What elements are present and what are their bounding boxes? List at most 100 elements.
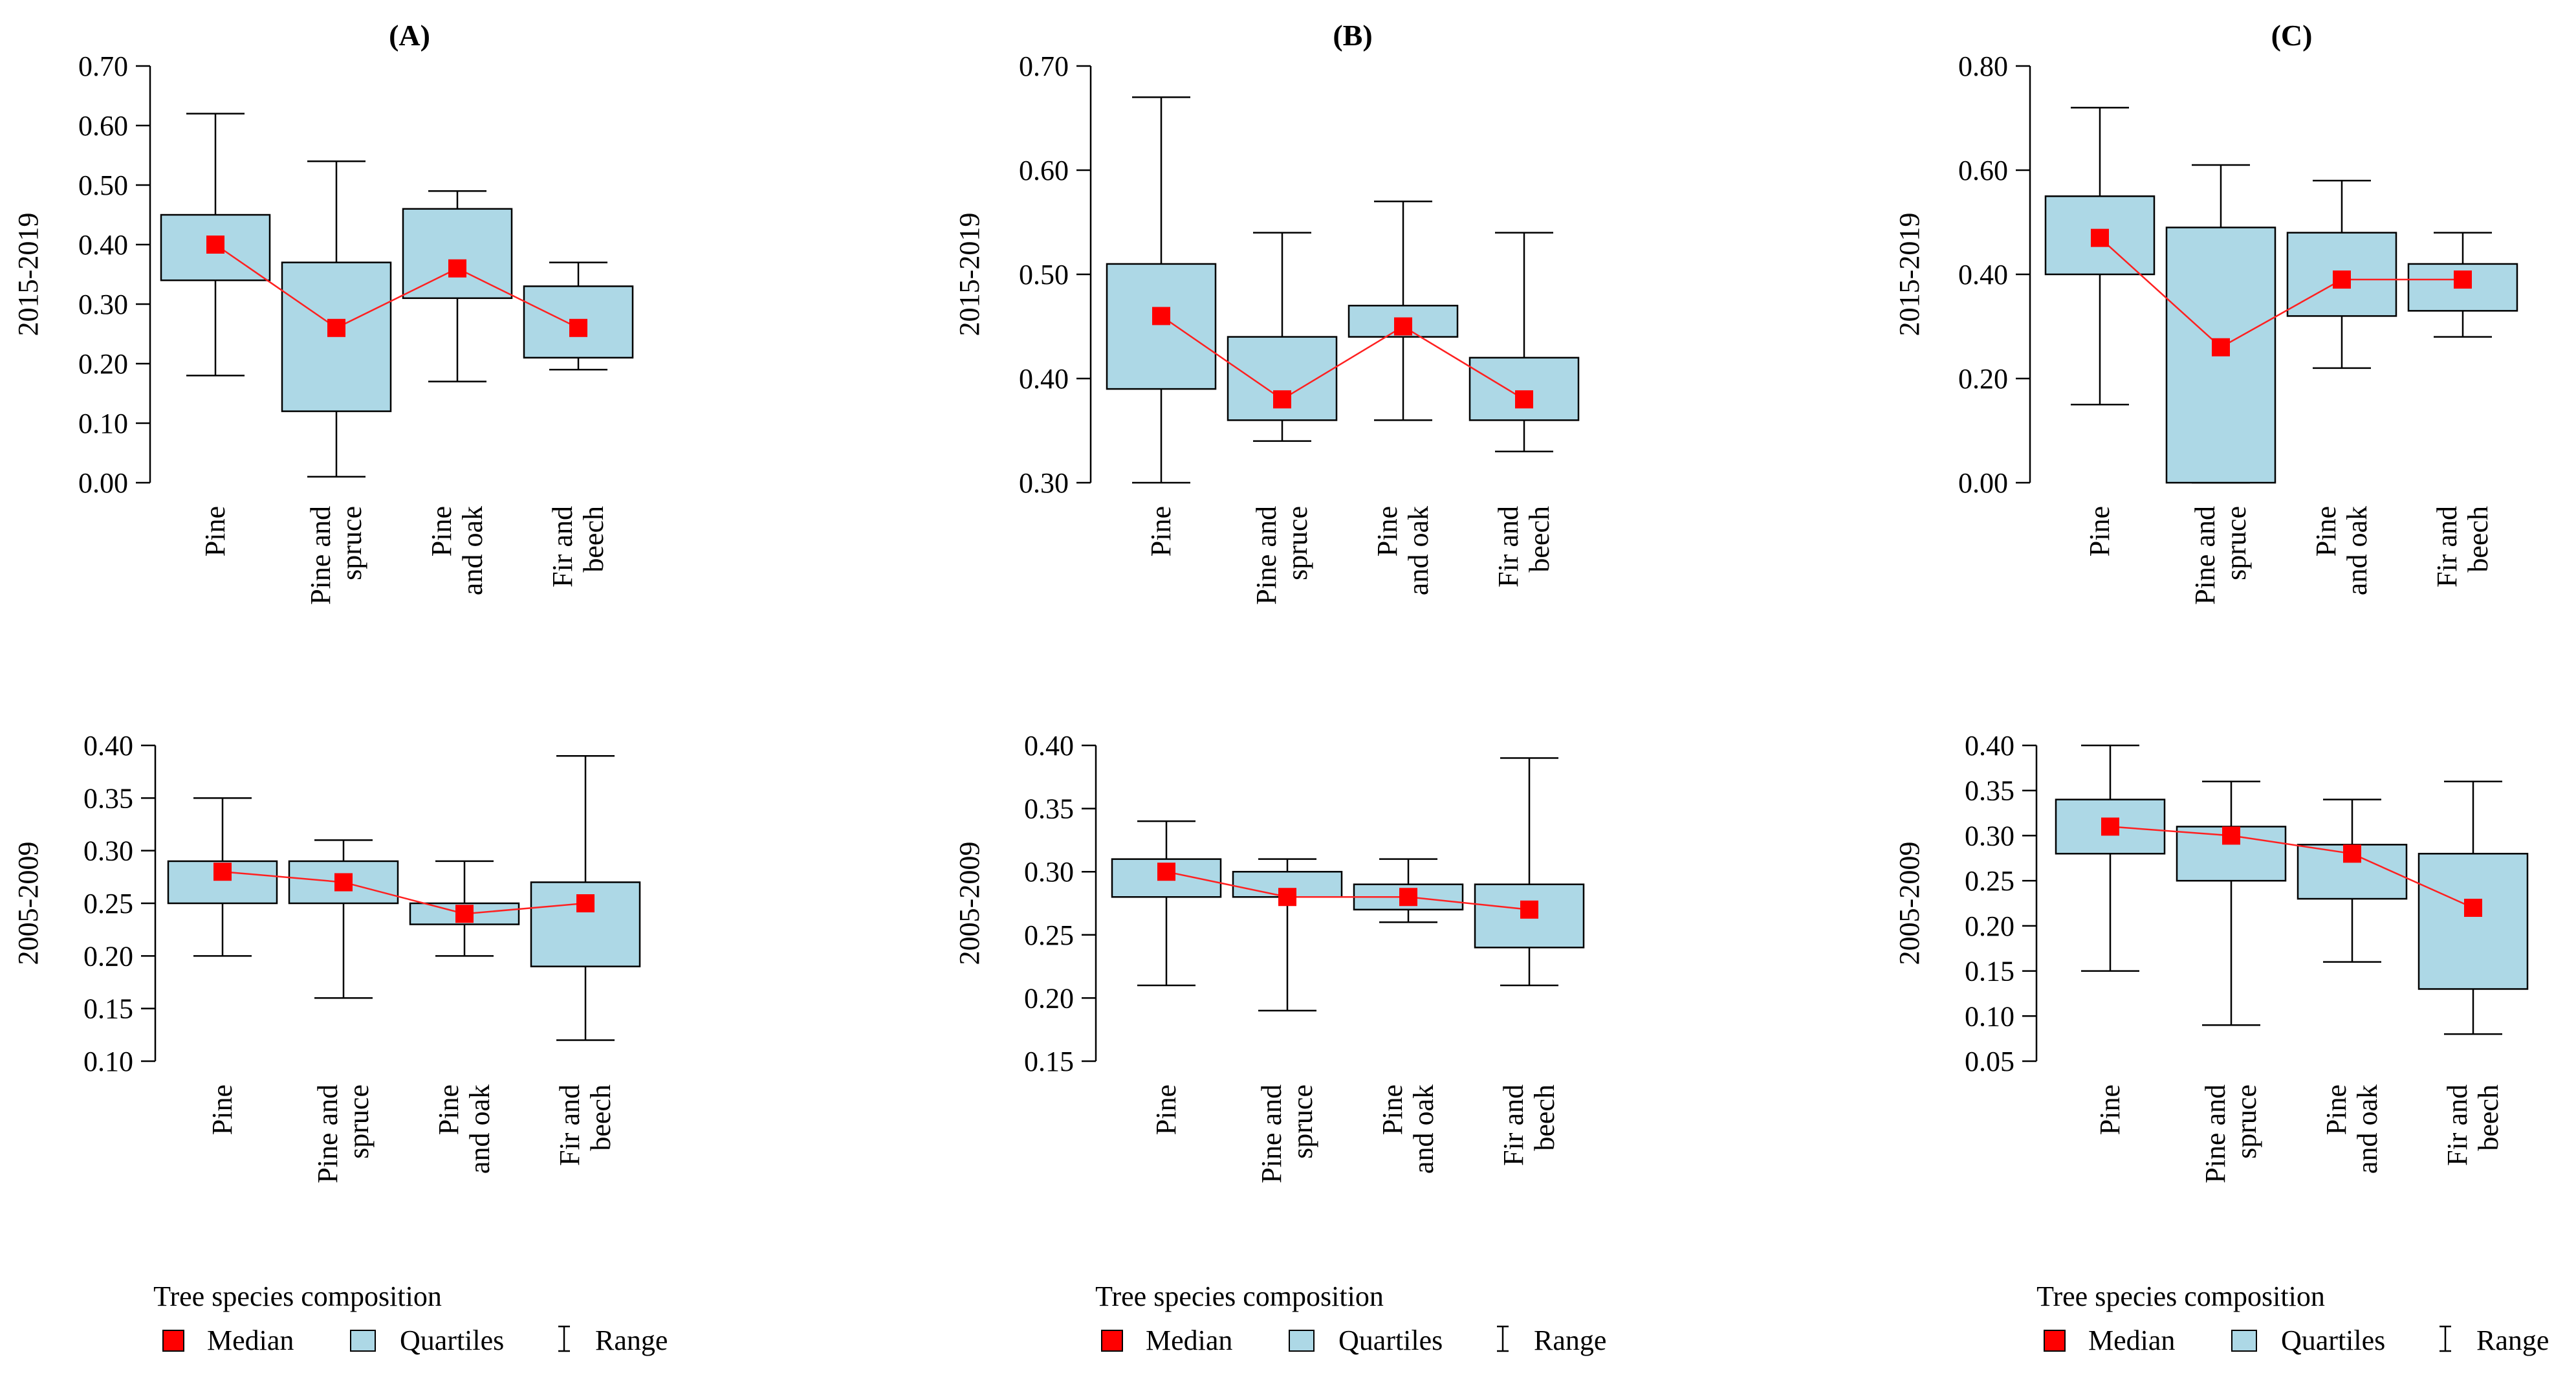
box-1: Pine (1111, 820, 1222, 1135)
category-label: Pine and (2199, 1084, 2231, 1183)
box-3: Pine and oak (2297, 798, 2408, 1174)
box-1: Pine (2044, 107, 2156, 556)
category-label: beech (2462, 506, 2494, 573)
x-axis-title: Tree species composition (153, 1281, 442, 1312)
category-label: Fir and (547, 506, 578, 588)
y-tick-label: 0.35 (1965, 775, 2014, 807)
median-marker (2101, 817, 2119, 836)
category-label: and oak (2341, 506, 2373, 595)
legend-quartiles-label: Quartiles (2281, 1325, 2385, 1356)
median-marker (2333, 270, 2351, 289)
median-marker (576, 894, 595, 912)
y-tick-label: 0.35 (1024, 793, 1074, 825)
category-label: Pine (1150, 1084, 1182, 1135)
y-tick-label: 0.40 (1958, 259, 2008, 291)
category-label: Pine and (305, 506, 336, 605)
median-marker (2454, 270, 2472, 289)
y-tick-label: 0.25 (83, 888, 133, 919)
legend-median-swatch (1101, 1330, 1123, 1352)
legend-median-swatch (2044, 1330, 2066, 1352)
median-marker (1152, 307, 1170, 325)
box-3: Pine and oak (402, 190, 513, 595)
category-label: Pine and (312, 1084, 344, 1183)
y-tick-label: 0.15 (1024, 1046, 1074, 1077)
median-line (2110, 826, 2474, 909)
median-marker (1157, 863, 1175, 881)
y-tick-label: 0.50 (78, 170, 128, 201)
y-tick-label: 0.15 (83, 993, 133, 1025)
y-tick-label: 0.60 (1019, 155, 1069, 186)
category-label: spruce (1282, 506, 1313, 580)
y-tick-label: 0.30 (1965, 820, 2014, 852)
y-tick-label: 0.80 (1958, 50, 2008, 82)
panel-title: (B) (1333, 19, 1372, 52)
box-2: Pine and spruce (1232, 858, 1343, 1183)
legend-median-swatch (162, 1330, 184, 1352)
legend-1: Tree species composition Median Quartiles R… (153, 1281, 668, 1356)
quartile-box (1106, 263, 1217, 390)
median-marker (448, 259, 466, 278)
median-line (2099, 237, 2463, 349)
box-1: Pine (2055, 744, 2166, 1135)
category-label: spruce (336, 506, 367, 580)
category-label: Fir and (554, 1084, 585, 1166)
median-marker (569, 318, 587, 337)
y-tick-label: 0.10 (1965, 1000, 2014, 1032)
y-tick-label: 0.40 (1965, 730, 2014, 762)
box-2: Pine and spruce (2165, 164, 2276, 605)
box-4: Fir and beech (1474, 757, 1585, 1166)
quartile-box (1468, 357, 1580, 421)
category-label: Pine (2084, 506, 2115, 556)
legend-3: Tree species composition Median Quartiles R… (2036, 1281, 2549, 1356)
median-marker (2343, 844, 2361, 863)
box-3: Pine and oak (1348, 201, 1459, 595)
category-label: Pine and (1256, 1084, 1287, 1183)
median-marker (1394, 317, 1412, 336)
y-tick-label: 0.10 (83, 1046, 133, 1077)
x-axis-title: Tree species composition (1095, 1281, 1384, 1312)
box-3: Pine and oak (1353, 858, 1464, 1174)
category-label: beech (585, 1084, 617, 1151)
y-axis-label: 2015-2019 (954, 213, 985, 336)
y-tick-label: 0.00 (1958, 467, 2008, 499)
y-tick-label: 0.30 (1024, 856, 1074, 888)
legend-2: Tree species composition Median Quartiles R… (1095, 1281, 1606, 1356)
panel-title: (A) (389, 19, 430, 52)
category-label: Pine and (2189, 506, 2221, 605)
y-tick-label: 0.05 (1965, 1046, 2014, 1077)
category-label: spruce (2231, 1084, 2262, 1159)
category-label: beech (2472, 1084, 2504, 1151)
category-label: beech (578, 506, 609, 573)
category-label: Pine (199, 506, 231, 556)
box-2: Pine and spruce (2176, 780, 2287, 1183)
category-label: Fir and (1498, 1084, 1529, 1166)
median-line (1166, 870, 1530, 911)
category-label: Pine (426, 506, 457, 556)
category-label: Pine (1371, 506, 1403, 556)
legend-quartiles-swatch (350, 1330, 376, 1352)
y-tick-label: 0.25 (1024, 919, 1074, 951)
chart-panel-6: 0.05 0.10 0.15 0.20 0.25 0.30 0.35 0.40 2005-200… (1894, 730, 2529, 1183)
category-label: Fir and (2441, 1084, 2473, 1166)
category-label: beech (1523, 506, 1555, 573)
median-marker (213, 863, 232, 881)
category-label: spruce (343, 1084, 375, 1159)
legends: Tree species composition Median Quartiles R… (153, 1281, 2549, 1356)
y-tick-label: 0.20 (1024, 982, 1074, 1014)
legend-quartiles-label: Quartiles (1338, 1325, 1443, 1356)
category-label: Pine (2310, 506, 2342, 556)
legend-median-label: Median (1146, 1325, 1232, 1356)
y-axis-label: 2005-2009 (1894, 842, 1925, 965)
category-label: and oak (2352, 1084, 2383, 1174)
median-line (1161, 315, 1525, 401)
y-tick-label: 0.25 (1965, 865, 2014, 897)
y-tick-label: 0.30 (83, 835, 133, 867)
y-tick-label: 0.30 (1019, 467, 1069, 499)
y-tick-label: 0.60 (78, 110, 128, 142)
legend-median-label: Median (207, 1325, 294, 1356)
median-marker (206, 236, 224, 254)
box-4: Fir and beech (2418, 780, 2529, 1166)
y-axis-label: 2015-2019 (1894, 213, 1925, 336)
